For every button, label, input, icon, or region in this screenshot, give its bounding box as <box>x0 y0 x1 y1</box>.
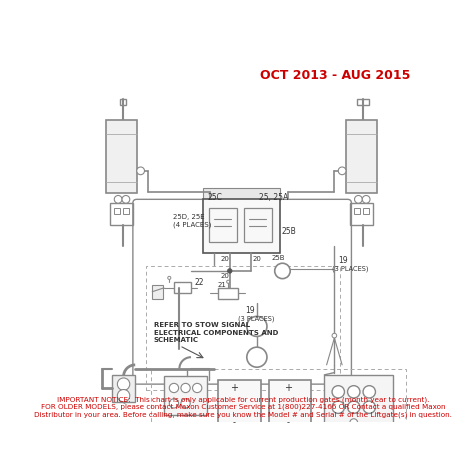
Text: +: + <box>229 383 237 393</box>
Circle shape <box>223 423 229 429</box>
Text: SCHEMATIC: SCHEMATIC <box>154 337 199 343</box>
Circle shape <box>169 399 179 408</box>
Circle shape <box>332 386 345 398</box>
Text: (3 PLACES): (3 PLACES) <box>237 315 274 322</box>
Bar <box>363 208 369 214</box>
Circle shape <box>114 195 122 203</box>
Bar <box>202 188 280 200</box>
Circle shape <box>181 383 190 392</box>
Text: 19: 19 <box>338 256 348 265</box>
Bar <box>151 369 406 449</box>
Circle shape <box>247 347 267 367</box>
Circle shape <box>350 419 357 427</box>
Circle shape <box>347 386 360 398</box>
Text: 20: 20 <box>220 273 229 279</box>
Bar <box>202 200 280 253</box>
Text: 25, 25A: 25, 25A <box>259 193 289 202</box>
Circle shape <box>355 195 362 203</box>
Text: REFER TO STOW SIGNAL: REFER TO STOW SIGNAL <box>154 322 250 328</box>
Text: 25D, 25E: 25D, 25E <box>173 214 205 220</box>
Circle shape <box>238 423 245 429</box>
Bar <box>324 375 392 444</box>
Circle shape <box>181 399 190 408</box>
Bar <box>346 120 377 193</box>
Text: 25B: 25B <box>272 255 285 261</box>
Circle shape <box>338 167 346 175</box>
Circle shape <box>363 401 375 413</box>
Bar <box>218 288 237 299</box>
Bar <box>350 203 373 225</box>
Circle shape <box>228 269 232 273</box>
Bar <box>164 376 207 415</box>
Circle shape <box>227 280 230 283</box>
Circle shape <box>347 401 360 413</box>
Text: OCT 2013 - AUG 2015: OCT 2013 - AUG 2015 <box>260 69 410 82</box>
Text: 19: 19 <box>245 307 255 316</box>
Circle shape <box>332 333 337 338</box>
Circle shape <box>275 263 290 279</box>
Bar <box>112 375 135 402</box>
Circle shape <box>122 195 130 203</box>
Text: FOR OLDER MODELS, please contact Maxon Customer Service at 1(800)227-4166 OR Con: FOR OLDER MODELS, please contact Maxon C… <box>41 404 445 410</box>
Bar <box>218 380 261 434</box>
Bar <box>244 208 272 242</box>
Bar <box>209 208 237 242</box>
Text: -: - <box>232 418 235 427</box>
Bar <box>357 99 369 105</box>
Text: 22: 22 <box>194 278 204 287</box>
Bar <box>120 99 126 105</box>
Text: ELECTRICAL COMPONENTS AND: ELECTRICAL COMPONENTS AND <box>154 329 278 336</box>
Text: +: + <box>284 383 292 393</box>
Circle shape <box>363 386 375 398</box>
Bar <box>106 120 137 193</box>
Circle shape <box>192 383 202 392</box>
Bar <box>113 208 120 214</box>
Text: 20: 20 <box>253 256 262 263</box>
Bar <box>152 285 163 299</box>
Circle shape <box>247 316 267 337</box>
Circle shape <box>362 195 370 203</box>
Text: (4 PLACES): (4 PLACES) <box>173 221 211 228</box>
Circle shape <box>273 423 279 429</box>
Text: 21: 21 <box>218 282 226 288</box>
Circle shape <box>137 167 145 175</box>
Text: 20: 20 <box>220 256 229 263</box>
Bar <box>146 266 340 390</box>
Bar <box>109 203 133 225</box>
Text: 25B: 25B <box>282 227 296 236</box>
Circle shape <box>118 390 130 402</box>
Bar <box>123 208 129 214</box>
Text: -: - <box>286 418 289 427</box>
Circle shape <box>289 423 295 429</box>
Bar <box>174 283 191 293</box>
Text: (3 PLACES): (3 PLACES) <box>332 265 369 272</box>
Text: 25C: 25C <box>207 193 222 202</box>
Circle shape <box>168 276 171 279</box>
Text: IMPORTANT NOTICE:  This chart is only applicable for current production gates (m: IMPORTANT NOTICE: This chart is only app… <box>57 396 429 403</box>
Bar <box>354 208 360 214</box>
Circle shape <box>169 383 179 392</box>
Circle shape <box>118 378 130 390</box>
Text: Distributor in your area. Before calling, make sure you know the Model # and Ser: Distributor in your area. Before calling… <box>34 412 452 418</box>
Bar <box>268 380 311 434</box>
Circle shape <box>332 401 345 413</box>
